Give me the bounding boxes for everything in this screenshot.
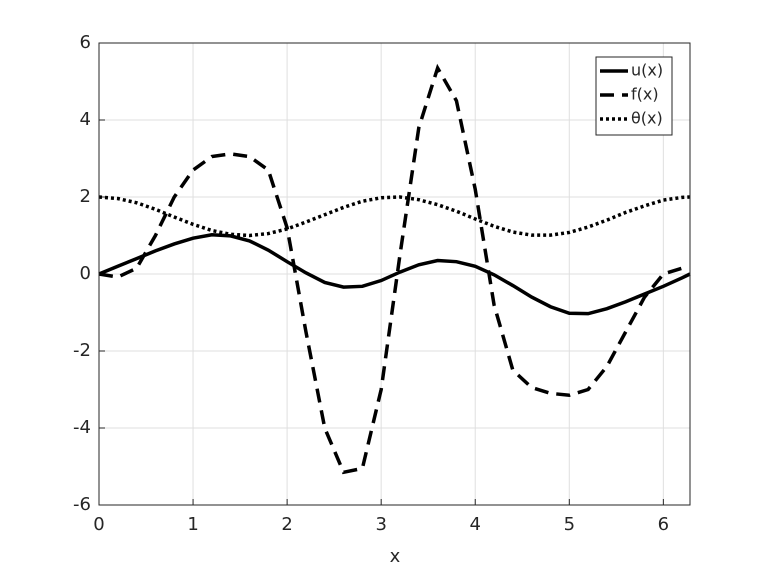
x-tick-label: 4 (470, 514, 481, 535)
x-tick-label: 0 (93, 514, 104, 535)
data-line (98, 232, 691, 316)
legend-label: θ(x) (631, 109, 663, 128)
y-tick-label: 6 (80, 32, 91, 53)
y-tick-label: 2 (80, 186, 91, 207)
y-tick-label: 0 (80, 263, 91, 284)
legend-label: f(x) (631, 85, 659, 104)
x-tick-label: 2 (281, 514, 292, 535)
x-axis-label: x (390, 546, 401, 567)
data-line (98, 195, 691, 238)
data-line (98, 63, 683, 475)
legend-label: u(x) (631, 61, 663, 80)
x-tick-label: 5 (564, 514, 575, 535)
plot-frame (98, 42, 691, 506)
y-tick-label: -6 (73, 494, 91, 515)
y-tick-label: 4 (80, 109, 91, 130)
y-tick-label: -4 (73, 417, 91, 438)
x-tick-label: 3 (375, 514, 386, 535)
x-tick-label: 1 (187, 514, 198, 535)
y-tick-label: -2 (73, 340, 91, 361)
x-tick-label: 6 (658, 514, 669, 535)
legend: u(x) f(x) θ(x) (595, 56, 673, 136)
